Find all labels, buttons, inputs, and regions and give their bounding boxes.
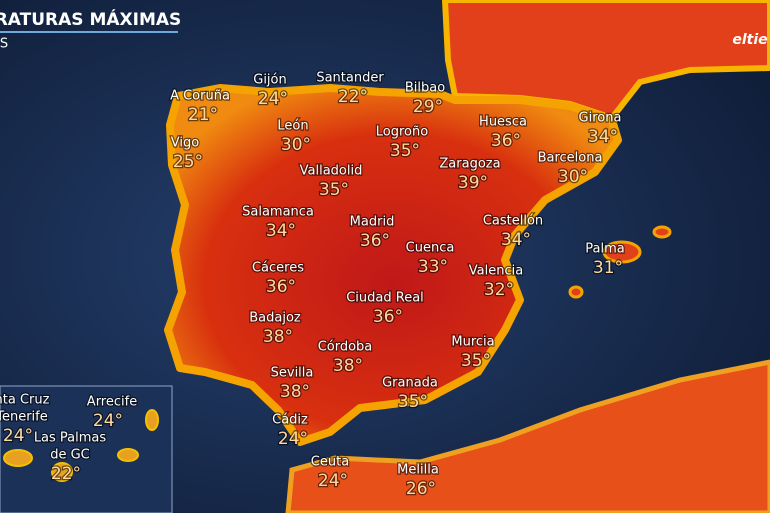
city-name: León xyxy=(277,119,308,134)
city-temp: 22° xyxy=(51,464,81,484)
city-temp: 33° xyxy=(418,257,448,277)
city-name: Murcia xyxy=(451,335,494,350)
city-name: Salamanca xyxy=(242,205,314,220)
city-temp: 26° xyxy=(406,479,436,499)
city-name: Ciudad Real xyxy=(346,291,424,306)
city-name: Cáceres xyxy=(252,261,304,276)
city-temp: 38° xyxy=(333,356,363,376)
city-name: Logroño xyxy=(376,125,428,140)
city-temp: 24° xyxy=(3,426,33,446)
city-temp: 31° xyxy=(593,258,623,278)
city-name: Sevilla xyxy=(271,366,314,381)
city-name: Las Palmas xyxy=(34,431,107,446)
city-temp: 29° xyxy=(413,97,443,117)
city-name: Cádiz xyxy=(272,413,308,428)
city-name: Cuenca xyxy=(406,241,455,256)
city-name: nta Cruz xyxy=(0,393,50,408)
canarias-islands xyxy=(3,409,159,482)
city-name: Santander xyxy=(316,71,384,86)
city-name: Barcelona xyxy=(538,151,603,166)
city-name: Palma xyxy=(585,242,624,257)
city-temp: 34° xyxy=(501,230,531,250)
city-name: Huesca xyxy=(479,115,527,130)
city-name: Ceuta xyxy=(311,455,349,470)
city-temp: 35° xyxy=(390,141,420,161)
city-name: Arrecife xyxy=(87,395,137,410)
city-temp: 32° xyxy=(484,280,514,300)
city-name: Bilbao xyxy=(405,81,445,96)
city-temp: 24° xyxy=(318,471,348,491)
city-temp: 38° xyxy=(280,382,310,402)
city-name: Badajoz xyxy=(249,311,301,326)
city-temp: 34° xyxy=(588,127,618,147)
iberia xyxy=(164,84,622,446)
city-name: Castellón xyxy=(483,214,543,229)
city-temp: 24° xyxy=(93,411,123,431)
city-name: de GC xyxy=(50,448,90,463)
city-name: Zaragoza xyxy=(439,157,500,172)
city-temp: 35° xyxy=(461,351,491,371)
city-name: Córdoba xyxy=(318,340,373,355)
city-temp: 30° xyxy=(281,135,311,155)
city-temp: 39° xyxy=(458,173,488,193)
city-temp: 24° xyxy=(258,89,288,109)
city-temp: 38° xyxy=(263,327,293,347)
city-name: Gijón xyxy=(253,73,287,88)
canarias-inset xyxy=(0,385,173,513)
city-temp: 34° xyxy=(266,221,296,241)
city-name: A Coruña xyxy=(170,89,230,104)
city-temp: 30° xyxy=(558,167,588,187)
title: RATURAS MÁXIMAS xyxy=(0,8,181,30)
city-temp: 36° xyxy=(373,307,403,327)
city-name: Girona xyxy=(579,111,622,126)
city-name: Tenerife xyxy=(0,410,48,425)
city-temp: 24° xyxy=(278,429,308,449)
city-name: Granada xyxy=(382,376,438,391)
city-name: Valencia xyxy=(469,264,523,279)
africa xyxy=(285,359,770,513)
city-temp: 35° xyxy=(398,392,428,412)
logo: eltie xyxy=(732,32,767,48)
city-temp: 35° xyxy=(319,180,349,200)
city-temp: 21° xyxy=(188,105,218,125)
city-name: Vigo xyxy=(171,136,199,151)
city-temp: 36° xyxy=(360,231,390,251)
city-temp: 36° xyxy=(266,277,296,297)
city-temp: 25° xyxy=(173,152,203,172)
city-temp: 36° xyxy=(491,131,521,151)
city-name: Madrid xyxy=(350,215,395,230)
subtitle: S xyxy=(0,37,8,52)
city-name: Valladolid xyxy=(300,164,363,179)
city-temp: 22° xyxy=(338,87,368,107)
balearics xyxy=(568,225,672,299)
city-name: Melilla xyxy=(397,463,439,478)
